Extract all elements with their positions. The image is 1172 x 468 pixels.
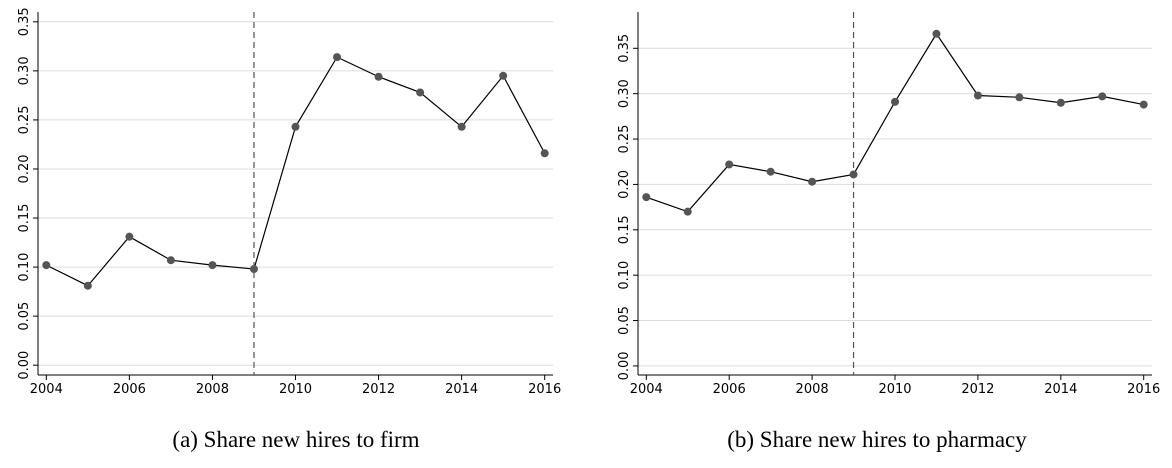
y-tick-label: 0.10 bbox=[617, 261, 632, 290]
x-tick-label: 2016 bbox=[528, 382, 561, 397]
y-tick-label: 0.20 bbox=[17, 154, 32, 183]
caption: (a) Share new hires to firm bbox=[172, 427, 419, 452]
x-tick-label: 2014 bbox=[1044, 382, 1077, 397]
data-line bbox=[646, 32, 1144, 213]
data-point bbox=[1098, 92, 1107, 101]
y-tick-label: 0.30 bbox=[17, 56, 32, 85]
y-tick-label: 0.05 bbox=[617, 306, 632, 335]
y-tick-label: 0.25 bbox=[17, 105, 32, 134]
y-tick-label: 0.25 bbox=[617, 125, 632, 154]
x-tick-label: 2012 bbox=[362, 382, 395, 397]
data-point bbox=[499, 71, 508, 80]
x-tick-label: 2016 bbox=[1127, 382, 1160, 397]
data-point bbox=[1015, 93, 1024, 102]
data-point bbox=[416, 88, 425, 97]
data-point bbox=[83, 281, 92, 290]
data-point bbox=[457, 122, 466, 131]
data-point bbox=[125, 232, 134, 241]
data-point bbox=[642, 193, 651, 202]
y-tick-label: 0.05 bbox=[17, 302, 32, 331]
x-tick-label: 2014 bbox=[445, 382, 478, 397]
x-tick-label: 2008 bbox=[196, 382, 229, 397]
x-tick-label: 2008 bbox=[796, 382, 829, 397]
data-point bbox=[725, 160, 734, 169]
data-point bbox=[166, 256, 175, 265]
y-tick-label: 0.15 bbox=[617, 215, 632, 244]
data-point bbox=[849, 170, 858, 179]
x-tick-label: 2012 bbox=[961, 382, 994, 397]
y-tick-label: 0.00 bbox=[617, 351, 632, 380]
data-point bbox=[42, 261, 51, 270]
data-point bbox=[208, 261, 217, 270]
y-tick-label: 0.30 bbox=[617, 79, 632, 108]
data-point bbox=[249, 265, 258, 274]
x-tick-label: 2006 bbox=[113, 382, 146, 397]
y-tick-label: 0.35 bbox=[17, 7, 32, 36]
x-tick-label: 2010 bbox=[878, 382, 911, 397]
data-point bbox=[374, 72, 383, 81]
y-tick-label: 0.15 bbox=[17, 204, 32, 233]
x-tick-label: 2004 bbox=[30, 382, 63, 397]
y-tick-label: 0.00 bbox=[17, 351, 32, 380]
data-point bbox=[291, 122, 300, 131]
data-point bbox=[540, 149, 549, 158]
data-point bbox=[333, 53, 342, 62]
data-point bbox=[808, 177, 817, 186]
caption: (b) Share new hires to pharmacy bbox=[727, 427, 1027, 452]
data-point bbox=[766, 167, 775, 176]
data-point bbox=[973, 91, 982, 100]
x-tick-label: 2006 bbox=[713, 382, 746, 397]
data-point bbox=[932, 29, 941, 38]
data-point bbox=[683, 207, 692, 216]
data-line bbox=[46, 56, 546, 287]
x-tick-label: 2010 bbox=[279, 382, 312, 397]
data-point bbox=[1139, 100, 1148, 109]
y-tick-label: 0.20 bbox=[617, 170, 632, 199]
y-tick-label: 0.35 bbox=[617, 34, 632, 63]
data-point bbox=[1056, 98, 1065, 107]
y-tick-label: 0.10 bbox=[17, 253, 32, 282]
data-point bbox=[891, 97, 899, 106]
x-tick-label: 2004 bbox=[630, 382, 663, 397]
